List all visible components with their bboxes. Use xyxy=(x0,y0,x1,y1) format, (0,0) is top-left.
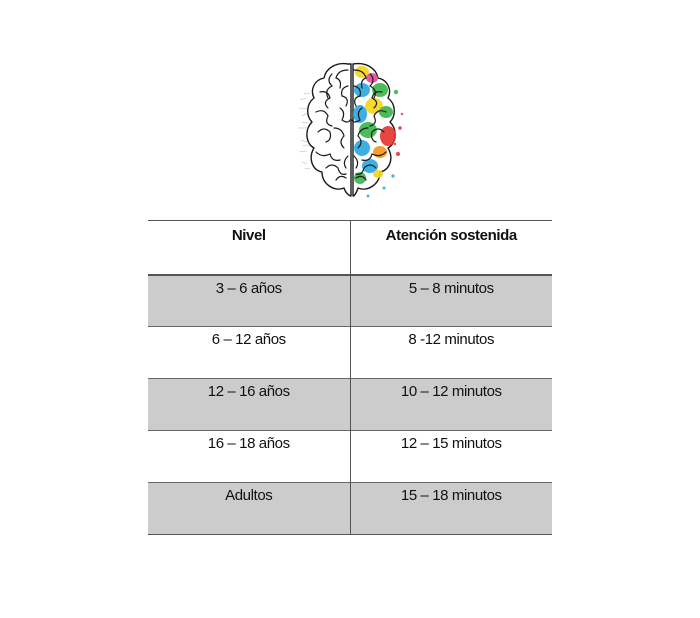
attention-span-table: Nivel Atención sostenida 3 – 6 años 5 – … xyxy=(148,220,552,535)
cell-level: Adultos xyxy=(225,487,273,504)
table-header-row: Nivel Atención sostenida xyxy=(148,220,552,275)
table-row: 12 – 16 años 10 – 12 minutos xyxy=(148,378,552,431)
cell-attention: 15 – 18 minutos xyxy=(349,482,552,535)
cell-level: 12 – 16 años xyxy=(207,383,290,400)
brain-left-folds xyxy=(315,69,351,181)
table-row: 3 – 6 años 5 – 8 minutos xyxy=(148,274,552,327)
brain-right-folds xyxy=(351,69,387,181)
cell-attention: 12 – 15 minutos xyxy=(349,430,552,483)
header-level: Nivel xyxy=(231,227,266,244)
attention-table-container: Nivel Atención sostenida 3 – 6 años 5 – … xyxy=(148,220,552,535)
header-sustained-attention: Atención sostenida xyxy=(349,220,552,275)
cell-attention: 10 – 12 minutos xyxy=(349,378,552,431)
brain-color-splashes xyxy=(353,66,404,198)
cell-level: 6 – 12 años xyxy=(211,331,286,348)
brain-left-hemisphere xyxy=(306,62,352,197)
brain-icon xyxy=(298,62,404,198)
cell-level: 16 – 18 años xyxy=(207,435,290,452)
cell-attention: 5 – 8 minutos xyxy=(349,274,552,327)
table-row: 16 – 18 años 12 – 15 minutos xyxy=(148,430,552,483)
table-row: 6 – 12 años 8 -12 minutos xyxy=(148,326,552,379)
brain-scribbles xyxy=(298,92,311,170)
table-row: Adultos 15 – 18 minutos xyxy=(148,482,552,535)
cell-level: 3 – 6 años xyxy=(215,279,282,297)
cell-attention: 8 -12 minutos xyxy=(349,326,552,379)
